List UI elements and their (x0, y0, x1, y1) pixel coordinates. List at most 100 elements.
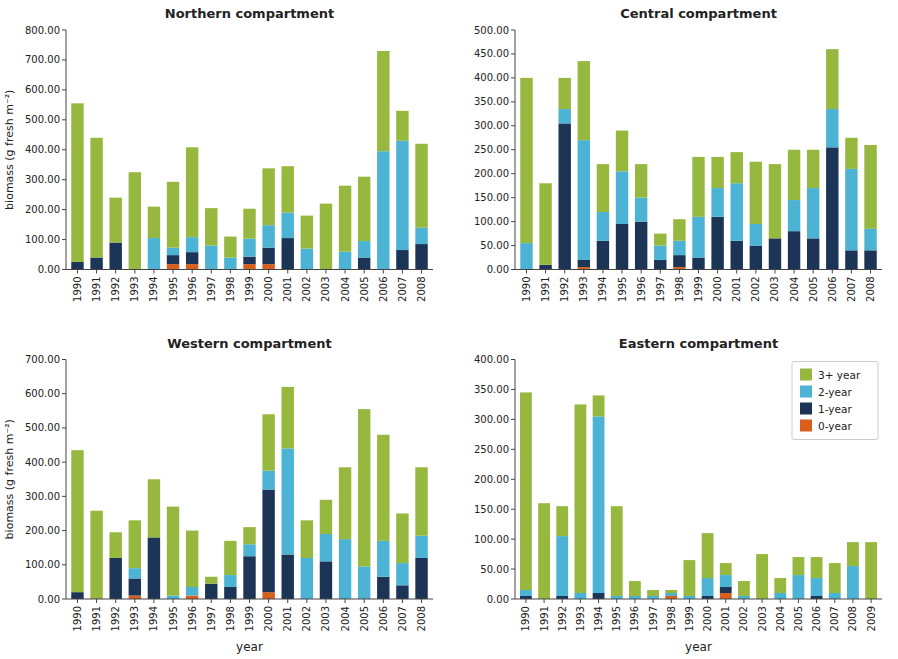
bar-segment (262, 471, 274, 490)
y-tick (62, 564, 66, 565)
x-tick (616, 599, 617, 603)
bar-segment (339, 467, 351, 539)
x-tick (679, 270, 680, 274)
x-tick (402, 599, 403, 603)
y-tick-label: 200.00 (25, 525, 60, 536)
x-tick (230, 270, 231, 274)
legend-swatch (800, 386, 812, 398)
bar-segment (109, 558, 121, 599)
bar-segment (377, 541, 389, 577)
bar-segment (167, 507, 179, 596)
x-tick-label: 2005 (359, 277, 370, 302)
bar-segment (826, 49, 838, 109)
x-tick (77, 599, 78, 603)
chart-title: Northern compartment (165, 6, 334, 21)
bar-segment (597, 164, 609, 212)
y-tick (511, 101, 515, 102)
bar-segment (864, 145, 876, 229)
bar-segment (301, 558, 313, 599)
bar-segment (847, 566, 859, 599)
x-axis-label: year (236, 640, 263, 654)
bars (71, 51, 427, 270)
bar-segment (129, 520, 141, 568)
x-tick (602, 270, 603, 274)
y-tick-label: 50.00 (480, 564, 509, 575)
x-tick (96, 599, 97, 603)
bar-segment (243, 556, 255, 599)
x-tick (153, 599, 154, 603)
bar-segment (167, 264, 179, 269)
y-tick-label: 300.00 (25, 491, 60, 502)
bar-segment (702, 533, 714, 578)
x-tick-label: 1995 (617, 277, 628, 302)
x-tick-label: 2004 (789, 277, 800, 302)
bar-segment (654, 260, 666, 270)
bar-segment (339, 252, 351, 270)
bar-segment (71, 450, 83, 592)
y-tick (511, 569, 515, 570)
panel: Western compartment0.00100.00200.00300.0… (3, 336, 433, 655)
x-tick (306, 270, 307, 274)
y-tick-label: 100.00 (25, 559, 60, 570)
y-tick-label: 500.00 (474, 25, 509, 36)
bar-segment (647, 590, 659, 596)
y-tick-label: 450.00 (474, 48, 509, 59)
legend-swatch (800, 420, 812, 432)
y-tick (62, 179, 66, 180)
bar-segment (556, 536, 568, 596)
y-tick (511, 30, 515, 31)
x-tick (780, 599, 781, 603)
figure: Northern compartment0.00100.00200.00300.… (0, 0, 898, 659)
x-tick-label: 2006 (378, 606, 389, 631)
bar-segment (129, 172, 141, 269)
x-tick-label: 1995 (168, 277, 179, 302)
legend: 3+ year2-year1-year0-year (792, 362, 878, 440)
x-tick-label: 1997 (648, 606, 659, 631)
bar-segment (597, 212, 609, 241)
bar-segment (243, 209, 255, 239)
bar-segment (186, 264, 198, 269)
bar-segment (377, 51, 389, 151)
x-tick-label: 1991 (91, 277, 102, 302)
y-tick (511, 125, 515, 126)
panel: Eastern compartment0.0050.00100.00150.00… (474, 336, 882, 655)
x-tick (287, 270, 288, 274)
bar-segment (673, 241, 685, 255)
x-tick (268, 270, 269, 274)
chart-title: Eastern compartment (619, 336, 778, 351)
x-tick-label: 1998 (225, 277, 236, 302)
bar-segment (807, 238, 819, 269)
chart-title: Central compartment (620, 6, 777, 21)
bar-segment (396, 585, 408, 599)
x-tick-label: 1997 (655, 277, 666, 302)
y-tick (511, 419, 515, 420)
legend-label: 2-year (818, 386, 852, 398)
x-tick (526, 270, 527, 274)
y-tick-label: 400.00 (25, 144, 60, 155)
x-tick-label: 1991 (91, 606, 102, 631)
bar-segment (377, 435, 389, 541)
x-tick (544, 599, 545, 603)
bar-segment (129, 578, 141, 595)
x-tick-label: 2005 (808, 277, 819, 302)
bar-segment (616, 131, 628, 172)
bar-segment (539, 265, 551, 270)
bar-segment (864, 229, 876, 251)
x-tick-label: 2000 (702, 606, 713, 631)
x-tick-label: 2002 (301, 606, 312, 631)
bar-segment (692, 258, 704, 270)
bar-segment (635, 198, 647, 222)
bar-segment (224, 258, 236, 270)
x-tick-label: 1990 (72, 606, 83, 631)
x-tick-label: 2000 (712, 277, 723, 302)
x-tick-label: 2008 (865, 277, 876, 302)
bar-segment (520, 78, 532, 243)
x-tick (871, 599, 872, 603)
bar-segment (578, 61, 590, 140)
x-tick (717, 270, 718, 274)
x-tick (249, 270, 250, 274)
bar-segment (358, 241, 370, 257)
x-tick (851, 270, 852, 274)
bar-segment (186, 252, 198, 264)
bar-segment (377, 151, 389, 269)
